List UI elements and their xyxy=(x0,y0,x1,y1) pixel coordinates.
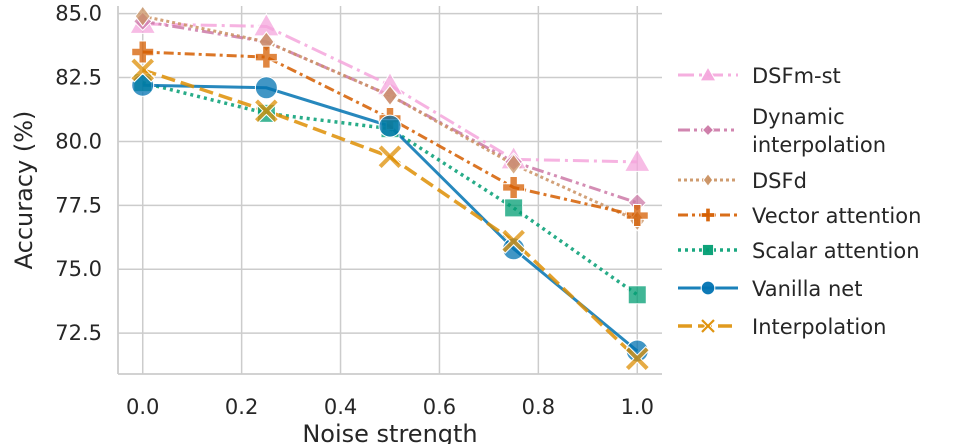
legend-marker-1 xyxy=(701,123,715,137)
legend-marker-6 xyxy=(699,317,717,335)
legend-label-2: DSFd xyxy=(752,169,807,193)
legend-label-6: Interpolation xyxy=(752,315,886,339)
data-point-6-0 xyxy=(130,57,156,83)
y-tick-label-0: 72.5 xyxy=(55,321,102,345)
legend-label-0: DSFm-st xyxy=(752,64,841,88)
series-lines xyxy=(142,14,639,360)
data-point-5-2 xyxy=(378,114,402,138)
legend-marker-2 xyxy=(702,172,714,188)
legend-marker-4 xyxy=(701,243,715,257)
x-tick-label-0: 0.0 xyxy=(126,395,159,419)
grid xyxy=(118,6,662,374)
series-markers xyxy=(129,5,651,372)
legend-label-5: Vanilla net xyxy=(752,277,862,301)
x-tick-label-3: 0.6 xyxy=(423,395,456,419)
series-line-2 xyxy=(142,14,638,223)
data-point-6-4 xyxy=(624,345,650,372)
data-point-2-3 xyxy=(505,153,522,176)
legend-marker-5 xyxy=(700,280,716,296)
data-point-3-1 xyxy=(254,45,278,69)
y-tick-label-4: 82.5 xyxy=(55,66,102,90)
data-point-3-3 xyxy=(502,175,526,199)
tick-labels: 0.0 0.2 0.4 0.6 0.8 1.0 72.5 75.0 77.5 80.0 82.5 85… xyxy=(55,2,654,419)
data-point-4-3 xyxy=(504,198,524,218)
legend-label-1: Dynamic interpolation xyxy=(752,105,886,157)
axes-spines xyxy=(117,6,662,375)
series-line-4 xyxy=(142,80,639,297)
data-point-6-3 xyxy=(500,228,527,254)
y-axis-label: Accuracy (%) xyxy=(10,111,38,270)
x-tick-label-1: 0.2 xyxy=(225,395,258,419)
data-point-0-4 xyxy=(623,148,651,172)
data-point-6-1 xyxy=(253,98,280,124)
legend: DSFm-st Dynamic interpolation DSFd Vector at… xyxy=(678,64,921,339)
data-point-4-4 xyxy=(627,285,647,305)
y-tick-label-5: 85.0 xyxy=(55,2,102,26)
y-tick-label-2: 77.5 xyxy=(55,193,102,217)
legend-marker-0 xyxy=(699,66,717,82)
data-point-5-1 xyxy=(254,76,278,100)
legend-marker-3 xyxy=(700,207,716,223)
data-point-5-0 xyxy=(131,73,155,97)
y-tick-label-1: 75.0 xyxy=(55,257,102,281)
y-tick-label-3: 80.0 xyxy=(55,129,102,153)
legend-label-3: Vector attention xyxy=(752,204,921,228)
series-line-1 xyxy=(142,19,638,205)
data-point-6-2 xyxy=(377,144,403,170)
legend-label-4: Scalar attention xyxy=(752,239,920,263)
x-axis-label: Noise strength xyxy=(302,420,477,444)
series-line-0 xyxy=(142,22,638,164)
x-tick-label-4: 0.8 xyxy=(522,395,555,419)
data-point-3-4 xyxy=(625,204,649,228)
data-point-2-0 xyxy=(134,5,151,28)
x-tick-label-2: 0.4 xyxy=(324,395,357,419)
data-point-2-2 xyxy=(381,84,399,107)
x-tick-label-5: 1.0 xyxy=(621,395,654,419)
